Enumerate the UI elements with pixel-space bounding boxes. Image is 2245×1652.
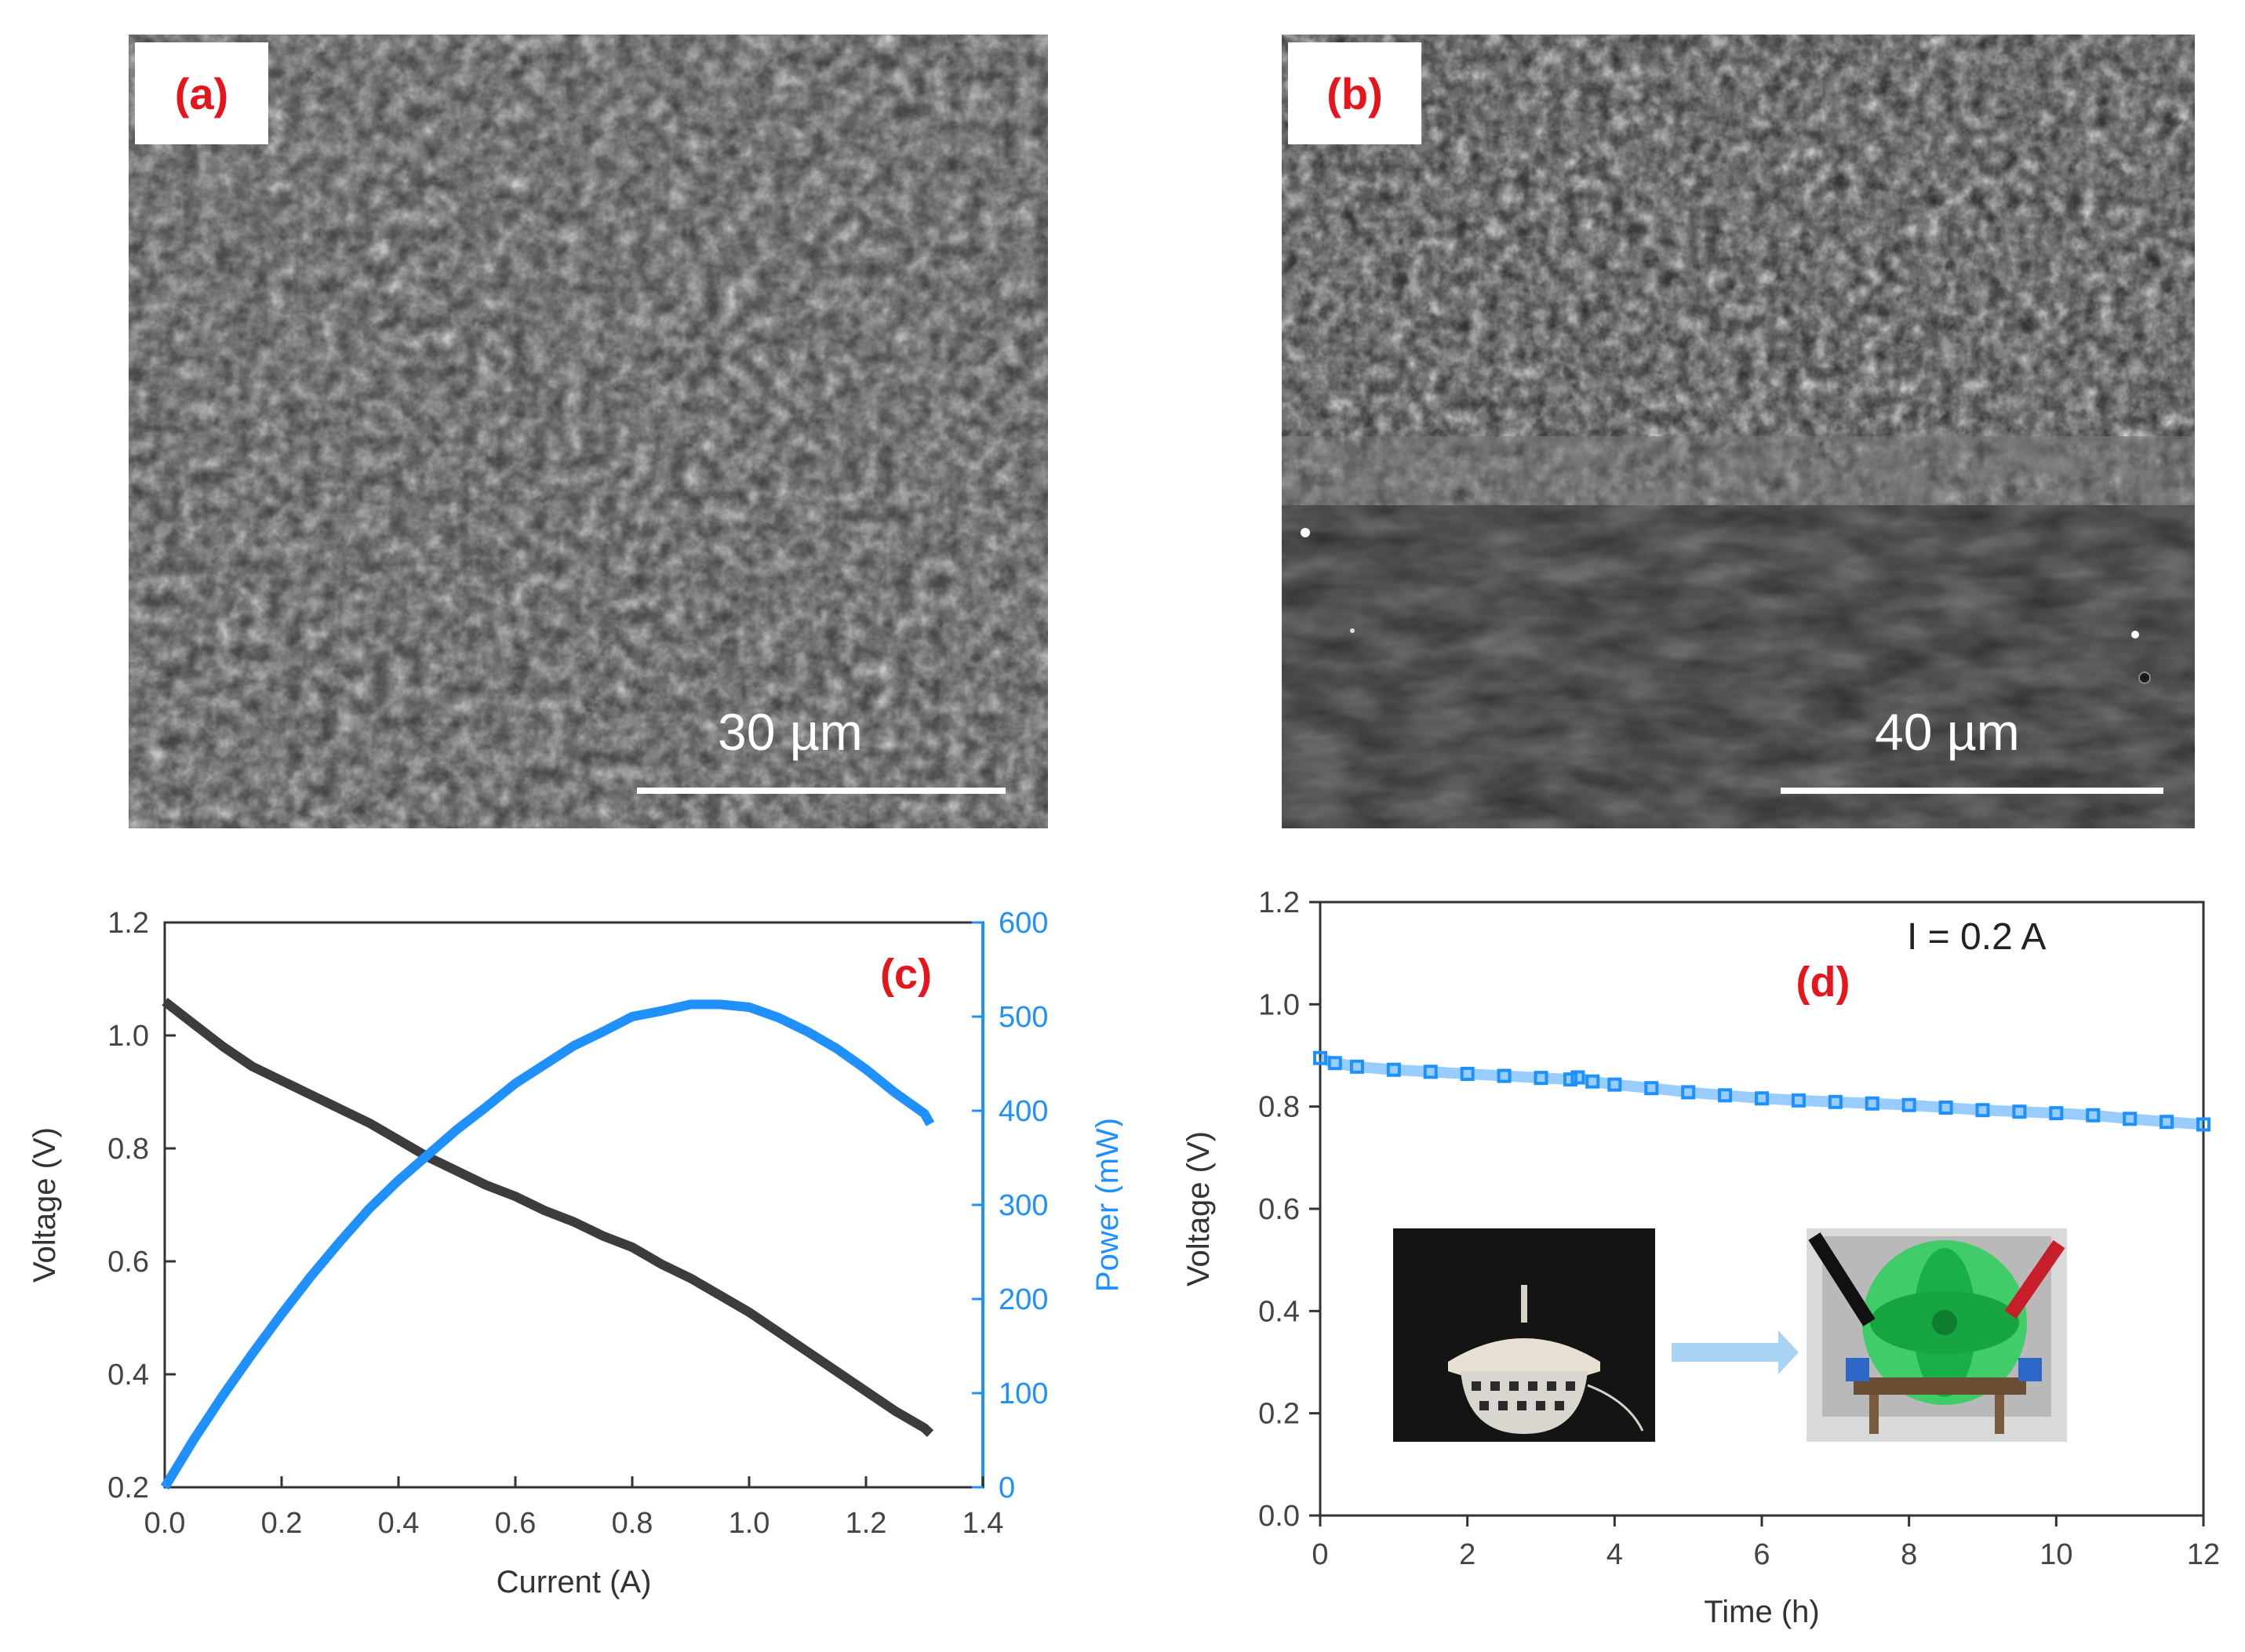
y-tick-label-c: 0.8 (107, 1133, 149, 1166)
panel-label-b: (b) (1288, 42, 1421, 144)
chart-c: 0.0 0.2 0.4 0.6 0.8 1.0 1.2 1.40.20.40.60.81.01… (27, 907, 1122, 1599)
sem-texture-b (1282, 35, 2195, 828)
y-axis-label-d: Voltage (V) (1181, 1131, 1216, 1286)
y-tick-label-d: 0.0 (1258, 1500, 1300, 1533)
data-point-d (1460, 1066, 1475, 1081)
y2-axis-label-c: Power (mW) (1090, 1118, 1122, 1292)
data-point-d (1570, 1070, 1585, 1085)
data-point-d (1901, 1097, 1916, 1112)
plot-frame-c (163, 921, 984, 1489)
scale-bar-label-a: 30 µm (718, 703, 863, 761)
data-point-d (1938, 1100, 1953, 1115)
panel-label-a: (a) (135, 42, 268, 144)
y-tick-label-c: 0.4 (107, 1359, 149, 1392)
data-point-d (1423, 1064, 1438, 1079)
data-point-d (2196, 1117, 2210, 1132)
data-point-d (1975, 1103, 1990, 1118)
data-point-d (2159, 1115, 2174, 1130)
x-tick-label-c: 1.2 (846, 1507, 887, 1540)
x-tick-label-d: 4 (1606, 1538, 1623, 1571)
data-point-d (1718, 1088, 1733, 1103)
data-point-d (1386, 1062, 1401, 1077)
y-tick-label-c: 0.2 (107, 1472, 149, 1505)
x-axis-label-d: Time (h) (1704, 1595, 1819, 1629)
sem-image-a (129, 35, 1048, 828)
panel-label-c: (c) (880, 951, 932, 998)
x-tick-label-d: 6 (1753, 1538, 1770, 1571)
data-point-d (1828, 1094, 1843, 1109)
y2-tick-label-c: 500 (999, 1001, 1048, 1034)
inset-photo-cell-stack (1393, 1228, 1655, 1442)
y-tick-label-d: 1.2 (1258, 886, 1300, 919)
y-tick-label-d: 0.4 (1258, 1295, 1300, 1328)
inset-photo-fan (1807, 1228, 2067, 1442)
scale-bar-a (637, 788, 1006, 794)
data-point-d (1563, 1072, 1578, 1087)
data-point-d (1534, 1071, 1548, 1086)
y-tick-label-c: 0.6 (107, 1246, 149, 1279)
y2-tick-label-c: 100 (999, 1377, 1048, 1410)
x-tick-label-c: 0.0 (144, 1507, 186, 1540)
x-tick-label-c: 0.4 (378, 1507, 420, 1540)
x-axis-label-c: Current (A) (497, 1565, 652, 1599)
data-point-d (2049, 1106, 2064, 1121)
x-tick-label-c: 0.2 (261, 1507, 303, 1540)
data-point-d (2123, 1112, 2138, 1126)
y2-tick-label-c: 0 (999, 1472, 1015, 1505)
scale-bar-b (1781, 788, 2163, 794)
chart-d: 0 2 4 6 8 10 12 0.0 0.2 0.4 0.6 0.8 1.0 1.2 Time (h) Vo… (1181, 886, 2220, 1629)
x-tick-label-d: 10 (2039, 1538, 2072, 1571)
voltage-series-line (162, 998, 934, 1437)
x-tick-label-c: 0.6 (495, 1507, 537, 1540)
y-tick-label-d: 0.8 (1258, 1091, 1300, 1124)
voltage-trace-d (1318, 1053, 2204, 1130)
sem-image-b (1282, 35, 2195, 828)
x-tick-label-c: 1.4 (962, 1507, 1004, 1540)
x-tick-label-c: 1.0 (729, 1507, 770, 1540)
x-tick-label-d: 8 (1901, 1538, 1917, 1571)
y-tick-label-d: 0.6 (1258, 1193, 1300, 1226)
y-tick-label-d: 0.2 (1258, 1398, 1300, 1431)
sem-texture-a (129, 35, 1048, 828)
data-point-d (1681, 1085, 1696, 1100)
y2-tick-label-c: 400 (999, 1095, 1048, 1128)
x-tick-label-c: 0.8 (612, 1507, 653, 1540)
data-point-d (1791, 1093, 1806, 1108)
data-point-d (1585, 1074, 1600, 1089)
panel-label-d: (d) (1796, 959, 1850, 1006)
data-point-d (1607, 1077, 1622, 1092)
data-point-d (2086, 1108, 2101, 1123)
data-point-d (1313, 1050, 1327, 1065)
y2-tick-label-c: 600 (999, 907, 1048, 940)
data-point-d (2012, 1104, 2027, 1119)
data-point-d (1755, 1091, 1769, 1106)
y2-tick-label-c: 300 (999, 1189, 1048, 1222)
data-point-d (1497, 1068, 1512, 1083)
y-axis-label-c: Voltage (V) (27, 1127, 62, 1283)
y-tick-label-c: 1.2 (107, 907, 149, 940)
y-tick-label-c: 1.0 (107, 1020, 149, 1053)
x-tick-label-d: 12 (2187, 1538, 2220, 1571)
scale-bar-label-b: 40 µm (1875, 703, 2020, 761)
x-tick-label-d: 0 (1312, 1538, 1328, 1571)
data-point-d (1327, 1056, 1342, 1071)
arrow-icon (1672, 1330, 1799, 1374)
data-point-d (1865, 1096, 1879, 1111)
data-point-d (1349, 1059, 1364, 1074)
y2-tick-label-c: 200 (999, 1283, 1048, 1316)
current-annotation-d: I = 0.2 A (1907, 916, 2046, 958)
x-tick-label-d: 2 (1459, 1538, 1475, 1571)
power-series-line (160, 999, 935, 1490)
data-point-d (1644, 1081, 1659, 1096)
y-tick-label-d: 1.0 (1258, 988, 1300, 1021)
